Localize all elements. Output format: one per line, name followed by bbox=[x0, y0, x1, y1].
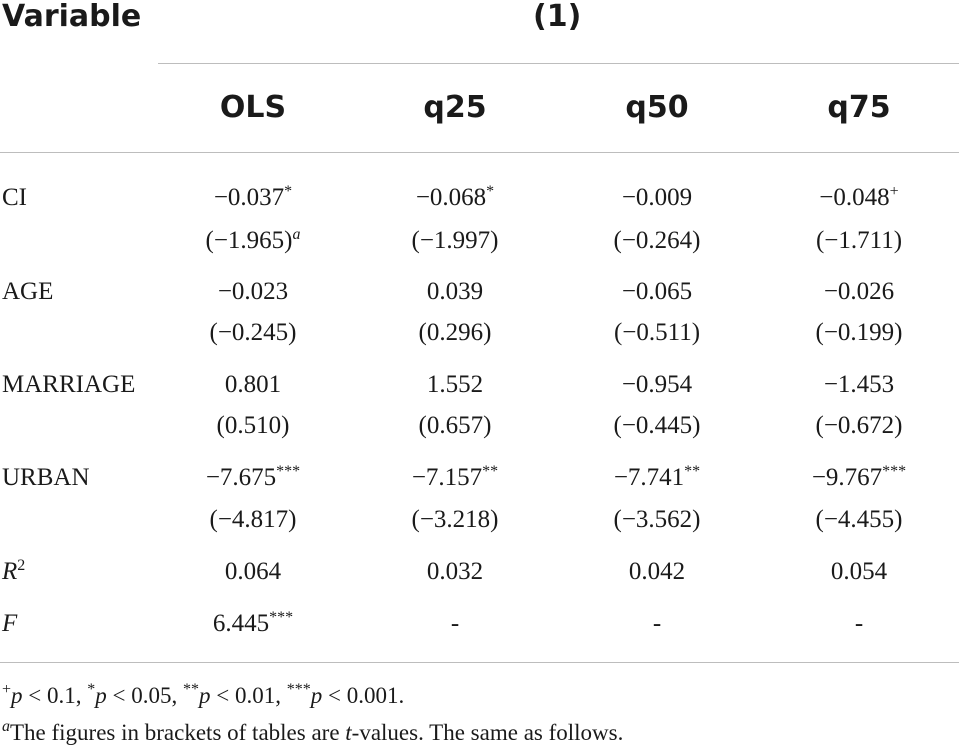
coef-urban-ols: −7.675*** bbox=[205, 463, 301, 491]
coef-marriage-q75: −1.453 bbox=[823, 371, 895, 398]
row-label-age: AGE bbox=[2, 278, 54, 305]
tval-age-q75: (−0.199) bbox=[815, 319, 903, 346]
tval-ci-q75: (−1.711) bbox=[815, 227, 903, 254]
tval-age-q50: (−0.511) bbox=[613, 319, 701, 346]
coef-ci-ols: −0.037* bbox=[213, 183, 293, 211]
r2-q50: 0.042 bbox=[628, 558, 686, 585]
tval-ci-ols: (−1.965)a bbox=[205, 226, 301, 254]
variable-header: Variable bbox=[2, 0, 142, 34]
f-q50: - bbox=[652, 610, 662, 637]
tval-age-ols: (−0.245) bbox=[209, 319, 297, 346]
header-rule bbox=[0, 152, 959, 153]
tvalue-footnote: aThe figures in brackets of tables are t… bbox=[2, 718, 624, 745]
r2-ols: 0.064 bbox=[224, 558, 282, 585]
tval-ci-q50: (−0.264) bbox=[613, 227, 701, 254]
coef-ci-q50: −0.009 bbox=[621, 184, 693, 211]
f-q25: - bbox=[450, 610, 460, 637]
row-label-marriage: MARRIAGE bbox=[2, 371, 136, 398]
coef-urban-q75: −9.767*** bbox=[811, 463, 907, 491]
row-label-f: F bbox=[2, 610, 18, 637]
tval-marriage-q50: (−0.445) bbox=[613, 412, 701, 439]
coef-marriage-q50: −0.954 bbox=[621, 371, 693, 398]
tval-urban-ols: (−4.817) bbox=[209, 506, 297, 533]
coef-ci-q25: −0.068* bbox=[415, 183, 495, 211]
column-header-ols: OLS bbox=[219, 90, 287, 125]
column-header-q50: q50 bbox=[625, 90, 689, 125]
coef-age-q50: −0.065 bbox=[621, 278, 693, 305]
coef-urban-q50: −7.741** bbox=[613, 463, 701, 491]
group-rule bbox=[158, 63, 959, 64]
tval-age-q25: (0.296) bbox=[418, 319, 492, 346]
f-q75: - bbox=[854, 610, 864, 637]
model-group-header: (1) bbox=[533, 0, 582, 34]
coef-age-q75: −0.026 bbox=[823, 278, 895, 305]
row-label-urban: URBAN bbox=[2, 464, 90, 491]
coef-marriage-ols: 0.801 bbox=[224, 371, 282, 398]
tval-ci-q25: (−1.997) bbox=[411, 227, 499, 254]
column-header-q75: q75 bbox=[827, 90, 891, 125]
column-header-q25: q25 bbox=[423, 90, 487, 125]
coef-marriage-q25: 1.552 bbox=[426, 371, 484, 398]
tval-marriage-q25: (0.657) bbox=[418, 412, 492, 439]
bottom-rule bbox=[0, 662, 959, 663]
tval-marriage-q75: (−0.672) bbox=[815, 412, 903, 439]
coef-urban-q25: −7.157** bbox=[411, 463, 499, 491]
coef-age-q25: 0.039 bbox=[426, 278, 484, 305]
tval-urban-q50: (−3.562) bbox=[613, 506, 701, 533]
r2-q75: 0.054 bbox=[830, 558, 888, 585]
tval-urban-q25: (−3.218) bbox=[411, 506, 499, 533]
r2-q25: 0.032 bbox=[426, 558, 484, 585]
row-label-ci: CI bbox=[2, 184, 27, 211]
tval-urban-q75: (−4.455) bbox=[815, 506, 903, 533]
significance-footnote: +p < 0.1, *p < 0.05, **p < 0.01, ***p < … bbox=[2, 681, 405, 708]
f-ols: 6.445*** bbox=[212, 609, 294, 637]
row-label-r2: R2 bbox=[2, 557, 26, 585]
tval-marriage-ols: (0.510) bbox=[216, 412, 290, 439]
coef-ci-q75: −0.048+ bbox=[819, 183, 899, 211]
coef-age-ols: −0.023 bbox=[217, 278, 289, 305]
